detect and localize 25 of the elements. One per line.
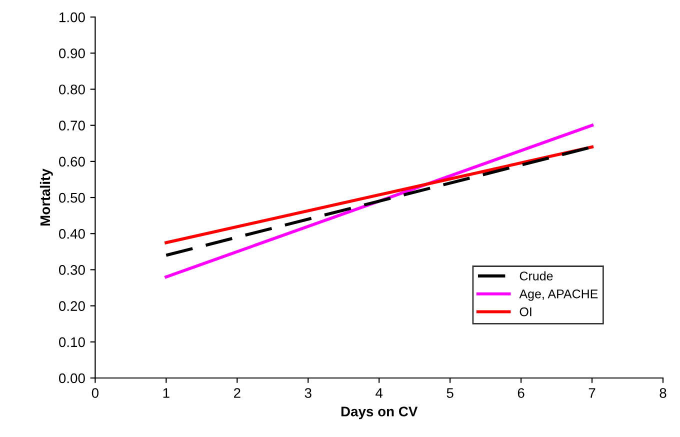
x-tick-label: 8: [660, 388, 666, 398]
legend-label: Crude: [520, 271, 553, 280]
legend-label: Age, APACHE: [519, 289, 598, 301]
y-tick-label: 0.60: [58, 156, 85, 167]
y-tick-label: 0.00: [58, 373, 85, 384]
x-tick-label: 2: [234, 388, 240, 398]
y-tick-label: 0.90: [58, 48, 85, 58]
y-tick-label: 0.40: [58, 228, 85, 239]
x-tick-label: 6: [518, 388, 524, 398]
x-axis-title: Days on CV: [341, 406, 418, 420]
x-tick-label: 1: [163, 388, 170, 398]
legend-label: OI: [520, 307, 532, 316]
y-tick-label: 0.70: [58, 120, 85, 130]
y-tick-label: 0.80: [58, 84, 85, 94]
y-tick-label: 0.10: [58, 337, 85, 348]
x-tick-label: 7: [588, 388, 596, 398]
x-tick-label: 5: [446, 388, 454, 398]
y-tick-label: 0.50: [58, 192, 85, 203]
x-tick-label: 0: [92, 388, 99, 398]
x-tick-label: 4: [376, 388, 383, 398]
y-tick-label: 0.20: [58, 301, 85, 311]
x-tick-label: 3: [304, 388, 312, 398]
y-tick-label: 0.30: [58, 265, 85, 275]
y-tick-label: 1.00: [60, 12, 85, 22]
y-axis-title: Mortality: [40, 168, 53, 226]
